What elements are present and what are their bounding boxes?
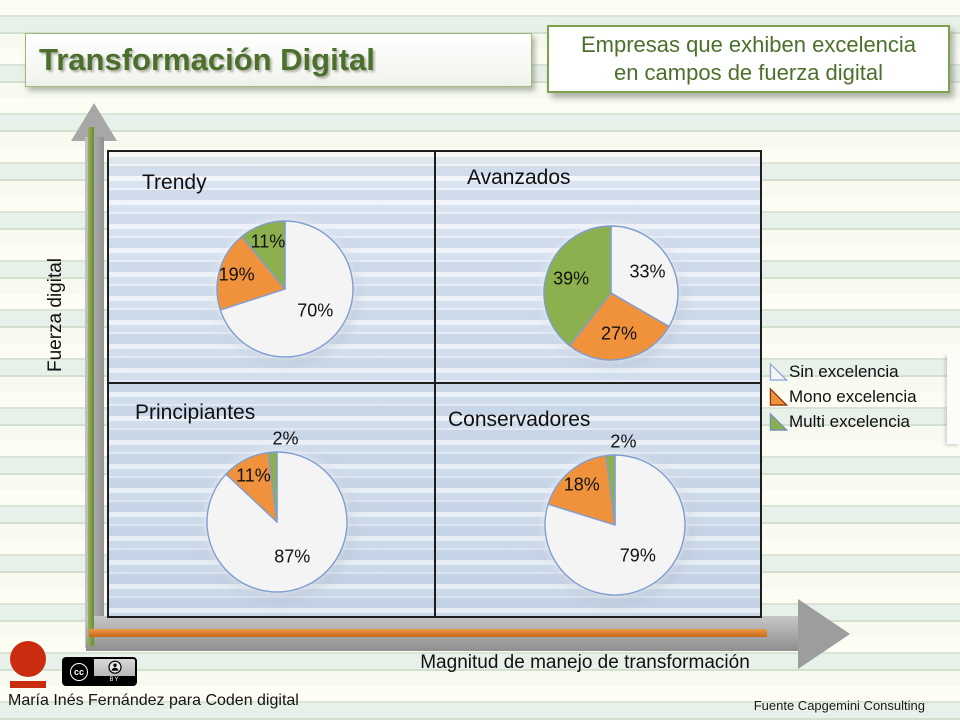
legend-marker-triangle-icon	[769, 386, 788, 406]
title-box: Transformación Digital	[25, 33, 532, 87]
cc-by-label: BY	[94, 676, 135, 684]
quadrant-divider-horizontal	[109, 382, 760, 384]
pie-data-label: 70%	[297, 300, 334, 321]
x-axis-orange-stripe	[89, 629, 767, 637]
footer-credit: María Inés Fernández para Coden digital	[8, 692, 299, 709]
y-axis-arrow-head	[71, 103, 117, 141]
y-axis-label: Fuerza digital	[45, 257, 66, 373]
subtitle-line-2: en campos de fuerza digital	[613, 60, 884, 85]
subtitle-box: Empresas que exhiben excelencia en campo…	[547, 25, 950, 93]
page-title: Transformación Digital	[39, 42, 375, 77]
coden-digital-logo-icon	[10, 641, 46, 677]
legend-item-mono-excelencia: Mono excelencia	[769, 384, 917, 409]
pie-data-label: 27%	[600, 323, 637, 344]
quadrant-divider-vertical	[434, 152, 436, 616]
x-axis-label: Magnitud de manejo de transformación	[420, 652, 750, 673]
quadrant-label-top-right: Avanzados	[467, 166, 571, 189]
pie-data-label: 11%	[250, 231, 286, 252]
coden-digital-logo-bar	[10, 681, 46, 688]
pie-data-label: 2%	[610, 431, 637, 452]
pie-data-label: 2%	[272, 428, 299, 449]
legend-item-sin-excelencia: Sin excelencia	[769, 359, 917, 384]
legend-label: Sin excelencia	[789, 361, 899, 381]
pie-data-label: 87%	[274, 546, 311, 567]
pie-data-label: 33%	[629, 261, 666, 282]
right-edge-panel	[947, 353, 960, 444]
legend-item-multi-excelencia: Multi excelencia	[769, 409, 917, 434]
pie-data-label: 18%	[563, 474, 600, 495]
subtitle-line-1: Empresas que exhiben excelencia	[580, 32, 917, 57]
pie-data-label: 79%	[619, 545, 656, 566]
quadrant-label-bottom-left: Principiantes	[135, 401, 256, 424]
y-axis-green-stripe	[88, 127, 94, 646]
cc-person-icon: BY	[94, 659, 135, 684]
person-icon	[107, 660, 122, 674]
legend-label: Multi excelencia	[789, 411, 910, 431]
pie-data-label: 39%	[553, 268, 590, 289]
quadrant-label-top-left: Trendy	[142, 171, 207, 194]
legend-marker-triangle-icon	[769, 361, 788, 381]
legend-label: Mono excelencia	[789, 386, 917, 406]
legend-marker-triangle-icon	[769, 411, 788, 431]
x-axis-arrow-head	[798, 599, 850, 669]
footer-source: Fuente Capgemini Consulting	[753, 698, 925, 713]
quadrant-label-bottom-right: Conservadores	[448, 408, 591, 431]
legend: Sin excelencia Mono excelencia Multi exc…	[769, 359, 917, 434]
cc-by-badge: cc BY	[62, 657, 137, 686]
pie-data-label: 19%	[218, 264, 255, 285]
quadrant-chart-area	[107, 150, 762, 618]
cc-icon: cc	[64, 659, 94, 684]
pie-data-label: 11%	[236, 465, 271, 486]
